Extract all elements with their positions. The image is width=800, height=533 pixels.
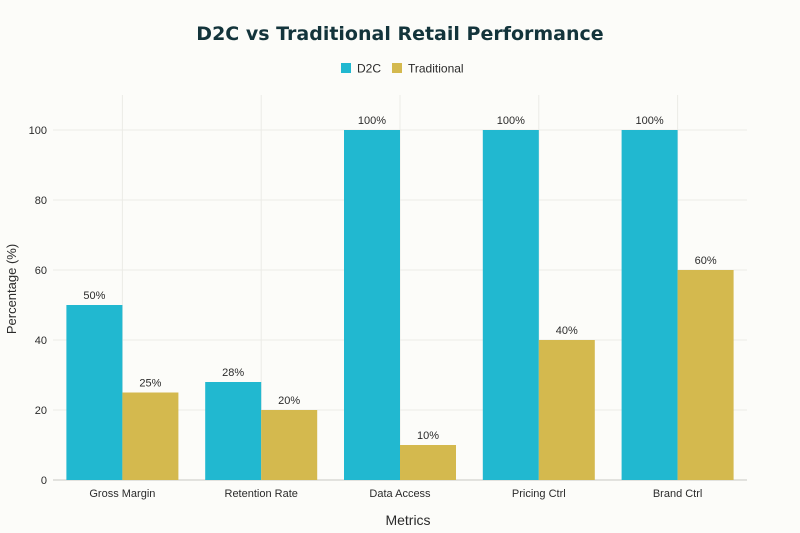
- data-label: 60%: [695, 255, 717, 267]
- bar-d2c: [205, 382, 262, 480]
- x-tick-label: Brand Ctrl: [653, 488, 703, 500]
- y-tick-label: 40: [35, 335, 47, 347]
- data-label: 25%: [139, 378, 161, 390]
- x-tick-label: Retention Rate: [225, 488, 298, 500]
- y-tick-label: 100: [29, 125, 47, 137]
- data-labels: 50% 28% 100% 100% 100% 25% 20% 10% 40% 60%: [83, 115, 716, 442]
- data-label: 50%: [83, 290, 105, 302]
- bars: [66, 130, 734, 480]
- y-tick-label: 20: [35, 405, 47, 417]
- legend-swatch-traditional: [392, 63, 402, 73]
- legend-label-traditional: Traditional: [408, 62, 464, 76]
- bar-traditional: [400, 445, 456, 480]
- y-axis-label: Percentage (%): [4, 244, 19, 334]
- data-label: 100%: [358, 115, 386, 127]
- legend: D2C Traditional: [341, 62, 464, 76]
- data-label: 28%: [222, 367, 244, 379]
- bar-d2c: [344, 130, 400, 480]
- data-label: 20%: [278, 395, 300, 407]
- data-label: 100%: [636, 115, 664, 127]
- bar-traditional: [122, 392, 179, 480]
- legend-swatch-d2c: [341, 63, 351, 73]
- y-tick-label: 60: [35, 265, 47, 277]
- y-tick-label: 80: [35, 195, 47, 207]
- x-tick-label: Pricing Ctrl: [512, 488, 566, 500]
- x-axis-label: Metrics: [385, 512, 430, 528]
- y-ticks: 0 20 40 60 80 100: [29, 125, 47, 487]
- bar-traditional: [538, 340, 595, 480]
- x-tick-label: Data Access: [369, 488, 431, 500]
- data-label: 100%: [497, 115, 525, 127]
- data-label: 40%: [556, 325, 578, 337]
- chart-title: D2C vs Traditional Retail Performance: [196, 23, 603, 45]
- bar-d2c: [482, 130, 539, 480]
- x-ticks: Gross Margin Retention Rate Data Access Pri…: [89, 488, 702, 500]
- bar-traditional: [677, 270, 734, 480]
- bar-traditional: [261, 410, 318, 480]
- x-tick-label: Gross Margin: [89, 488, 155, 500]
- bar-d2c: [66, 305, 123, 480]
- y-tick-label: 0: [41, 475, 47, 487]
- legend-label-d2c: D2C: [357, 62, 381, 76]
- bar-d2c: [621, 130, 678, 480]
- data-label: 10%: [417, 430, 439, 442]
